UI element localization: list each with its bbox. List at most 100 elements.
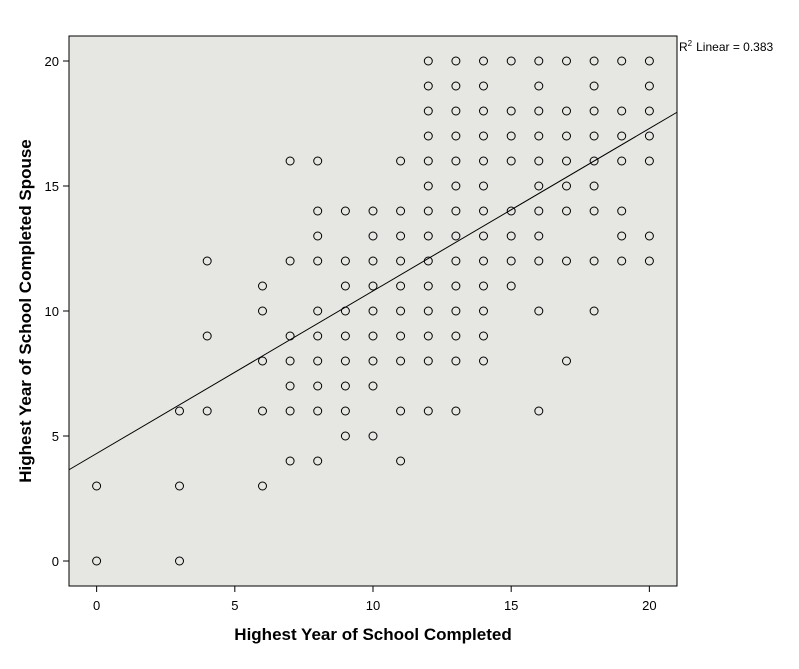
data-point bbox=[506, 131, 516, 141]
data-point bbox=[451, 131, 461, 141]
data-point bbox=[313, 331, 323, 341]
data-point bbox=[617, 256, 627, 266]
data-point bbox=[451, 256, 461, 266]
data-point bbox=[479, 81, 488, 91]
data-point bbox=[368, 356, 378, 366]
data-point bbox=[258, 281, 267, 291]
data-point bbox=[589, 56, 599, 66]
data-point bbox=[562, 156, 571, 166]
data-point bbox=[175, 406, 184, 416]
fit-line bbox=[68, 111, 678, 471]
data-point bbox=[506, 156, 516, 166]
data-point bbox=[202, 406, 212, 416]
data-point bbox=[451, 356, 461, 366]
x-tick-label: 0 bbox=[93, 598, 100, 613]
data-point bbox=[479, 256, 488, 266]
data-point bbox=[313, 356, 323, 366]
data-point bbox=[92, 556, 102, 566]
data-point bbox=[534, 106, 544, 116]
data-point bbox=[313, 231, 323, 241]
data-point bbox=[368, 256, 378, 266]
data-point bbox=[285, 406, 295, 416]
data-point bbox=[423, 331, 433, 341]
data-point bbox=[313, 156, 323, 166]
data-point bbox=[506, 206, 516, 216]
data-point bbox=[423, 356, 433, 366]
y-axis: 0 5 10 15 20 bbox=[45, 54, 69, 569]
data-point bbox=[396, 456, 406, 466]
data-point bbox=[644, 56, 654, 66]
data-point bbox=[506, 56, 516, 66]
data-point bbox=[396, 356, 406, 366]
data-point bbox=[423, 181, 433, 191]
data-point bbox=[562, 206, 571, 216]
data-point bbox=[506, 256, 516, 266]
r2-letter: R bbox=[679, 40, 688, 54]
data-point bbox=[340, 206, 350, 216]
data-point bbox=[285, 456, 295, 466]
data-point bbox=[92, 481, 102, 491]
data-point bbox=[534, 181, 544, 191]
data-point bbox=[506, 106, 516, 116]
data-point bbox=[451, 306, 461, 316]
data-point bbox=[313, 206, 323, 216]
data-point bbox=[451, 406, 461, 416]
plot-area bbox=[68, 35, 678, 587]
data-point bbox=[644, 131, 654, 141]
data-point bbox=[175, 556, 184, 566]
data-point bbox=[534, 406, 544, 416]
data-point bbox=[202, 331, 212, 341]
data-point bbox=[423, 406, 433, 416]
points-layer bbox=[92, 56, 654, 566]
data-point bbox=[258, 306, 267, 316]
data-point bbox=[562, 106, 571, 116]
data-point bbox=[368, 206, 378, 216]
data-point bbox=[451, 156, 461, 166]
data-point bbox=[479, 156, 488, 166]
data-point bbox=[479, 206, 488, 216]
data-point bbox=[534, 231, 544, 241]
data-point bbox=[451, 106, 461, 116]
data-point bbox=[451, 231, 461, 241]
y-axis-title: Highest Year of School Completed Spouse bbox=[16, 139, 35, 483]
data-point bbox=[644, 156, 654, 166]
data-point bbox=[562, 256, 571, 266]
data-point bbox=[589, 256, 599, 266]
data-point bbox=[423, 306, 433, 316]
data-point bbox=[258, 406, 267, 416]
data-point bbox=[479, 231, 488, 241]
data-point bbox=[396, 306, 406, 316]
data-point bbox=[479, 331, 488, 341]
data-point bbox=[396, 256, 406, 266]
data-point bbox=[423, 156, 433, 166]
data-point bbox=[396, 331, 406, 341]
data-point bbox=[617, 206, 627, 216]
data-point bbox=[479, 181, 488, 191]
data-point bbox=[644, 81, 654, 91]
x-tick-label: 15 bbox=[504, 598, 518, 613]
data-point bbox=[534, 306, 544, 316]
data-point bbox=[617, 131, 627, 141]
data-point bbox=[534, 256, 544, 266]
y-tick-label: 20 bbox=[45, 54, 59, 69]
data-point bbox=[562, 181, 571, 191]
data-point bbox=[617, 56, 627, 66]
data-point bbox=[396, 406, 406, 416]
data-point bbox=[589, 106, 599, 116]
data-point bbox=[423, 81, 433, 91]
data-point bbox=[451, 181, 461, 191]
data-point bbox=[368, 331, 378, 341]
y-tick-label: 10 bbox=[45, 304, 59, 319]
data-point bbox=[589, 156, 599, 166]
data-point bbox=[340, 331, 350, 341]
data-point bbox=[617, 156, 627, 166]
data-point bbox=[534, 156, 544, 166]
data-point bbox=[589, 306, 599, 316]
data-point bbox=[396, 156, 406, 166]
data-point bbox=[258, 481, 267, 491]
data-point bbox=[562, 131, 571, 141]
y-tick-label: 5 bbox=[52, 429, 59, 444]
data-point bbox=[340, 381, 350, 391]
data-point bbox=[340, 281, 350, 291]
